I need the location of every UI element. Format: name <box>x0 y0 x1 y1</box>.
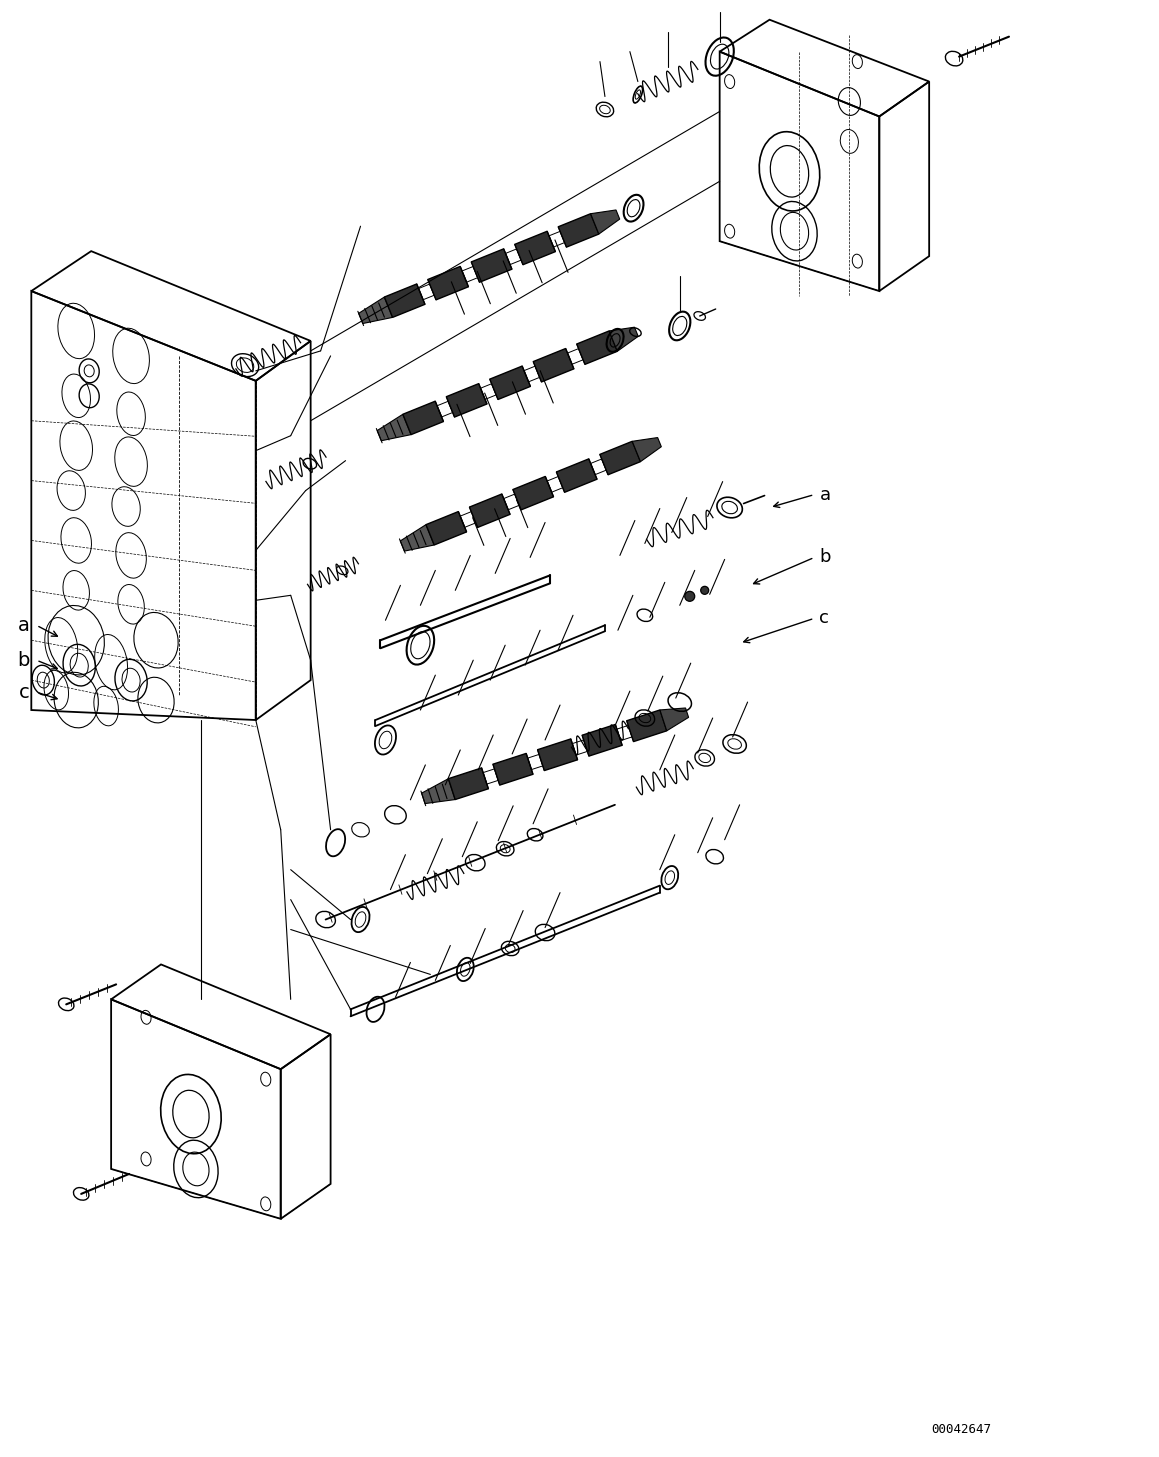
Text: c: c <box>819 609 830 628</box>
Text: 00042647: 00042647 <box>931 1422 991 1435</box>
Polygon shape <box>422 778 455 804</box>
Polygon shape <box>538 739 577 771</box>
Text: a: a <box>17 616 29 635</box>
Polygon shape <box>403 401 444 434</box>
Polygon shape <box>446 383 487 417</box>
Polygon shape <box>377 414 411 441</box>
Polygon shape <box>472 249 512 283</box>
Polygon shape <box>577 331 618 364</box>
Polygon shape <box>385 284 425 318</box>
Polygon shape <box>358 297 393 323</box>
Polygon shape <box>559 214 599 248</box>
Polygon shape <box>513 476 554 510</box>
Polygon shape <box>633 437 662 462</box>
Polygon shape <box>428 267 468 300</box>
Polygon shape <box>427 511 467 545</box>
Polygon shape <box>659 708 688 731</box>
Polygon shape <box>610 328 639 351</box>
Polygon shape <box>627 710 666 742</box>
Text: b: b <box>819 548 831 567</box>
Text: a: a <box>819 485 831 504</box>
Polygon shape <box>469 494 510 527</box>
Polygon shape <box>582 724 622 756</box>
Polygon shape <box>490 366 531 399</box>
Polygon shape <box>591 210 620 235</box>
Polygon shape <box>449 768 488 800</box>
Text: b: b <box>17 651 29 670</box>
Polygon shape <box>515 232 555 265</box>
Polygon shape <box>556 459 597 492</box>
Polygon shape <box>400 525 435 551</box>
Circle shape <box>701 586 708 594</box>
Polygon shape <box>533 348 574 382</box>
Polygon shape <box>493 753 533 785</box>
Text: c: c <box>19 682 29 702</box>
Circle shape <box>685 592 694 602</box>
Polygon shape <box>600 441 641 475</box>
